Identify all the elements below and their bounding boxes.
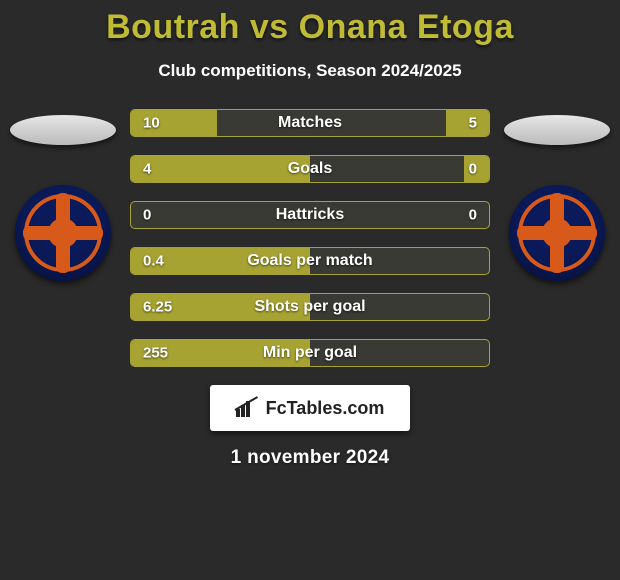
stat-bar-track [217,110,446,136]
stat-row: 6.25Shots per goal [130,293,490,321]
left-player-col [8,109,118,281]
stat-row: 255Min per goal [130,339,490,367]
branding-text: FcTables.com [266,398,385,419]
stat-bar-track [310,248,489,274]
shield-icon [509,185,605,281]
stat-row: 10Matches5 [130,109,490,137]
stat-bar-left [131,340,310,366]
avatar-placeholder-left [10,115,116,145]
stat-bar-left [131,156,310,182]
branding-badge: FcTables.com [210,385,410,431]
stat-bar-track [131,202,489,228]
stat-bar-track [310,156,464,182]
club-logo-right [509,185,605,281]
stat-bar-left [131,248,310,274]
subtitle: Club competitions, Season 2024/2025 [0,61,620,81]
comparison-card: Boutrah vs Onana Etoga Club competitions… [0,0,620,469]
stat-bar-track [310,294,489,320]
club-logo-left [15,185,111,281]
stat-row: 0Hattricks0 [130,201,490,229]
stat-row: 4Goals0 [130,155,490,183]
stats-column: 10Matches5 4Goals0 0Hattricks0 0.4Goals per… [130,109,490,367]
avatar-placeholder-right [504,115,610,145]
date: 1 november 2024 [0,447,620,469]
shield-icon [15,185,111,281]
stat-bar-track [310,340,489,366]
page-title: Boutrah vs Onana Etoga [0,8,620,47]
stat-bar-right [446,110,489,136]
stat-row: 0.4Goals per match [130,247,490,275]
main-row: 10Matches5 4Goals0 0Hattricks0 0.4Goals per… [0,109,620,367]
right-player-col [502,109,612,281]
stat-bar-left [131,294,310,320]
bar-chart-icon [236,399,260,417]
stat-bar-left [131,110,217,136]
stat-bar-right [464,156,489,182]
